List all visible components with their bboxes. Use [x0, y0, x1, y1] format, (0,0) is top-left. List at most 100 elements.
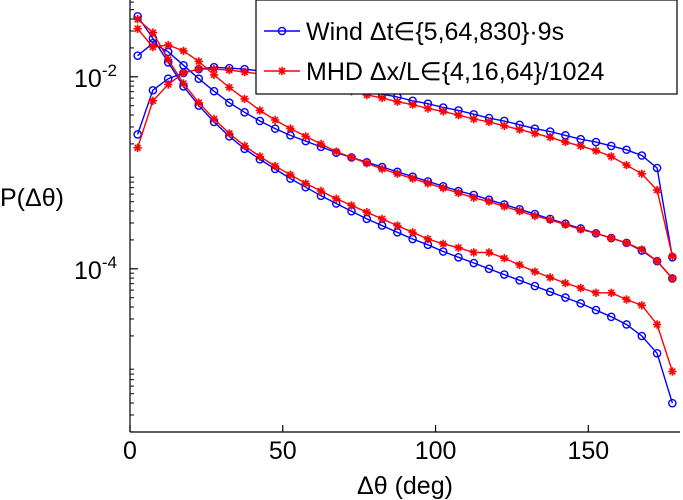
- data-point: [393, 221, 402, 230]
- data-point: [668, 252, 677, 261]
- data-point: [439, 184, 448, 193]
- plot-area: [133, 12, 677, 408]
- data-point: [530, 211, 540, 221]
- data-point: [637, 169, 646, 178]
- data-point: [316, 139, 326, 149]
- data-point: [408, 100, 417, 109]
- data-point: [423, 179, 433, 188]
- data-point: [286, 170, 295, 179]
- data-point: [515, 125, 524, 134]
- data-point: [377, 214, 387, 224]
- data-point: [591, 305, 601, 315]
- data-point: [606, 141, 616, 151]
- data-point: [301, 132, 310, 141]
- data-point: [469, 193, 478, 202]
- data-point: [576, 225, 585, 234]
- data-point: [179, 68, 188, 78]
- data-point: [194, 74, 204, 84]
- data-point: [515, 207, 524, 216]
- data-point: [270, 115, 280, 125]
- data-point: [591, 137, 601, 147]
- data-point: [469, 258, 479, 268]
- data-point: [255, 116, 265, 126]
- legend-label: MHD Δx/L∈{4,16,64}/1024: [306, 58, 604, 86]
- data-point: [240, 108, 249, 117]
- data-point: [500, 121, 509, 130]
- x-tick-label: 0: [123, 437, 137, 465]
- data-point: [545, 273, 555, 282]
- data-point: [240, 141, 249, 151]
- data-point: [530, 267, 540, 276]
- data-point: [591, 146, 601, 155]
- data-point: [500, 202, 509, 211]
- data-point: [393, 97, 402, 106]
- data-point: [225, 65, 234, 75]
- y-tick-label: 10-4: [74, 253, 117, 285]
- data-point: [194, 64, 203, 74]
- data-point: [668, 367, 677, 376]
- series-6: [133, 64, 677, 261]
- data-point: [408, 228, 417, 237]
- data-point: [576, 299, 585, 308]
- data-point: [637, 151, 647, 160]
- data-point: [622, 320, 631, 329]
- data-point: [362, 159, 371, 168]
- data-point: [423, 104, 433, 113]
- data-point: [606, 312, 616, 322]
- series-4: [133, 15, 677, 376]
- data-point: [561, 279, 570, 288]
- data-point: [576, 283, 585, 293]
- data-point: [484, 117, 494, 127]
- data-point: [454, 111, 463, 120]
- data-point: [561, 220, 570, 229]
- data-point: [561, 137, 570, 147]
- data-point: [377, 93, 387, 103]
- legend-box: [255, 0, 678, 95]
- data-point: [500, 270, 509, 279]
- data-point: [164, 40, 173, 50]
- legend-item-2: MHD Δx/L∈{4,16,64}/1024: [264, 58, 604, 86]
- data-point: [301, 179, 310, 188]
- data-point: [225, 83, 234, 92]
- data-point: [240, 67, 249, 77]
- series-5: [133, 24, 677, 283]
- data-point: [652, 163, 662, 173]
- data-point: [148, 28, 158, 37]
- data-point: [530, 129, 540, 138]
- legend-item-1: Wind Δt∈{5,64,830}·9s: [264, 18, 564, 46]
- data-point: [637, 245, 646, 254]
- data-point: [439, 107, 448, 116]
- data-point: [332, 147, 341, 156]
- data-point: [622, 295, 631, 304]
- data-point: [561, 293, 570, 302]
- x-axis-label: Δθ (deg): [357, 472, 453, 500]
- data-point: [148, 42, 158, 52]
- data-point: [148, 96, 158, 105]
- data-point: [454, 252, 463, 262]
- data-point: [668, 398, 677, 408]
- data-point: [469, 114, 478, 124]
- legend: Wind Δt∈{5,64,830}·9s MHD Δx/L∈{4,16,64}/…: [255, 0, 678, 95]
- data-point: [209, 114, 219, 124]
- data-point: [591, 229, 601, 238]
- data-point: [225, 98, 234, 108]
- data-point: [622, 160, 631, 170]
- data-point: [591, 288, 601, 297]
- data-point: [439, 239, 448, 248]
- data-point: [545, 215, 555, 224]
- data-point: [607, 152, 616, 161]
- data-point: [286, 124, 295, 133]
- data-point: [652, 256, 662, 266]
- data-point: [255, 152, 265, 161]
- x-tick-label: 150: [567, 437, 609, 465]
- data-point: [668, 274, 677, 283]
- data-point: [637, 331, 647, 341]
- data-point: [270, 161, 280, 171]
- data-point: [332, 194, 341, 203]
- data-point: [408, 174, 417, 183]
- y-tick-label: 10-2: [74, 61, 117, 93]
- data-point: [255, 106, 265, 115]
- data-point: [576, 141, 585, 151]
